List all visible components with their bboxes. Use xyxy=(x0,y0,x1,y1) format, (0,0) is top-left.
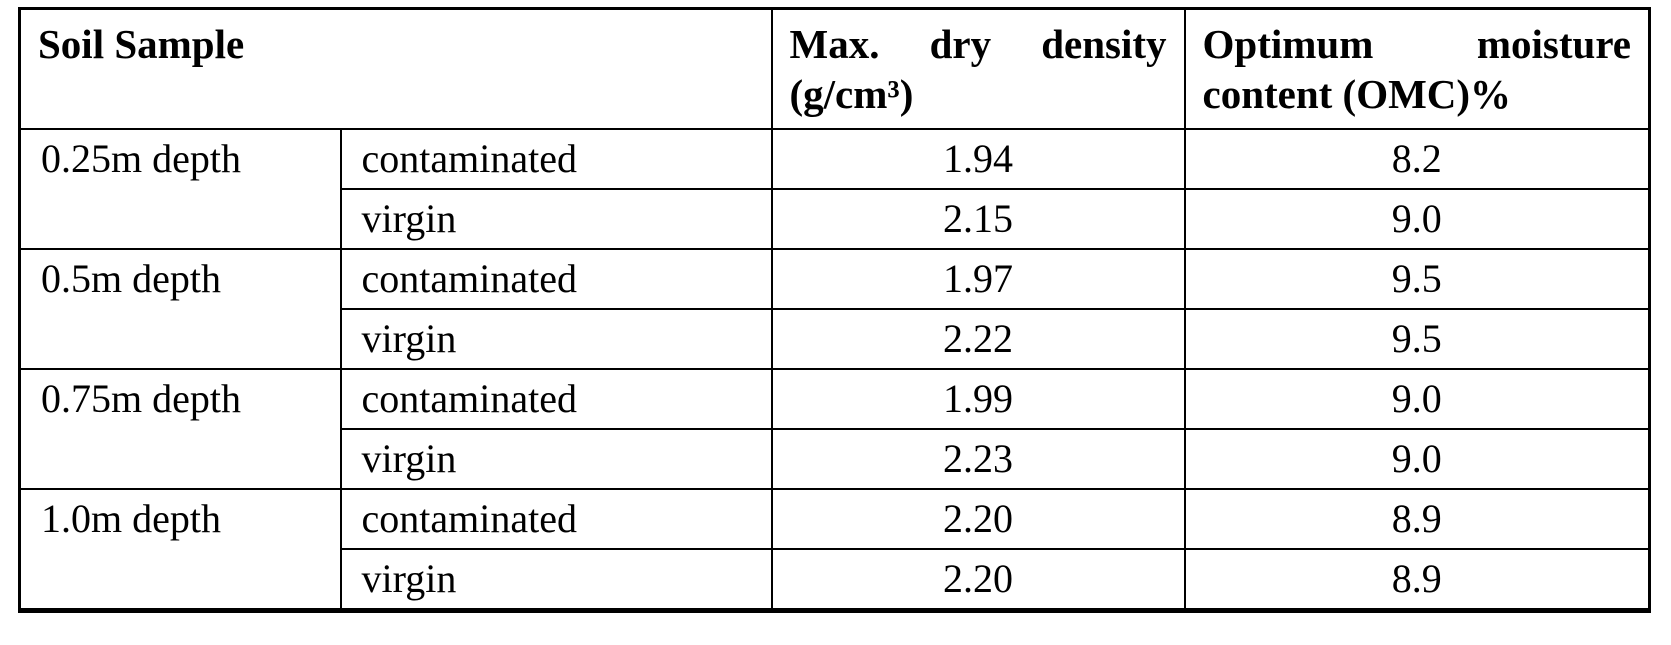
table-row: virgin 2.20 8.9 xyxy=(20,548,1651,612)
condition-cell: contaminated xyxy=(339,128,773,190)
omc-value-cell: 9.0 xyxy=(1183,368,1651,430)
density-value-cell: 1.99 xyxy=(770,368,1186,430)
condition-cell: contaminated xyxy=(339,368,773,430)
header-omc-line1: Optimum moisture xyxy=(1202,21,1632,67)
omc-value-cell: 8.2 xyxy=(1183,128,1651,190)
condition-cell: virgin xyxy=(339,428,773,490)
omc-value-cell: 8.9 xyxy=(1183,488,1651,550)
table-row: virgin 2.22 9.5 xyxy=(20,308,1651,370)
header-row: Soil Sample Max. dry density (g/cm³) Opt… xyxy=(18,7,1651,130)
density-value-cell: 2.15 xyxy=(770,188,1186,250)
depth-cell-10m: 1.0m depth xyxy=(18,488,342,612)
omc-value-cell: 9.5 xyxy=(1183,308,1651,370)
table-row: virgin 2.23 9.0 xyxy=(20,428,1651,490)
condition-cell: contaminated xyxy=(339,488,773,550)
density-value-cell: 1.94 xyxy=(770,128,1186,190)
table-row: virgin 2.15 9.0 xyxy=(20,188,1651,250)
omc-value-cell: 8.9 xyxy=(1183,548,1651,612)
table-row: 0.25m depth contaminated 1.94 8.2 xyxy=(18,128,1651,250)
header-omc-line2: content (OMC)% xyxy=(1202,71,1512,117)
condition-cell: virgin xyxy=(339,308,773,370)
soil-compaction-table: Soil Sample Max. dry density (g/cm³) Opt… xyxy=(18,7,1651,613)
condition-cell: virgin xyxy=(339,548,773,612)
density-value-cell: 1.97 xyxy=(770,248,1186,310)
header-density-line1: Max. dry density xyxy=(789,21,1167,67)
density-value-cell: 2.20 xyxy=(770,488,1186,550)
density-value-cell: 2.22 xyxy=(770,308,1186,370)
table-row: 0.5m depth contaminated 1.97 9.5 xyxy=(18,248,1651,370)
depth-cell-05m: 0.5m depth xyxy=(18,248,342,370)
header-density-line2: (g/cm³) xyxy=(789,71,914,117)
table-row: 1.0m depth contaminated 2.20 8.9 xyxy=(18,488,1651,612)
density-value-cell: 2.20 xyxy=(770,548,1186,612)
depth-cell-025m: 0.25m depth xyxy=(18,128,342,250)
omc-value-cell: 9.0 xyxy=(1183,428,1651,490)
column-header-max-dry-density: Max. dry density (g/cm³) xyxy=(770,7,1186,130)
column-header-omc: Optimum moisture content (OMC)% xyxy=(1183,7,1651,130)
density-value-cell: 2.23 xyxy=(770,428,1186,490)
omc-value-cell: 9.5 xyxy=(1183,248,1651,310)
omc-value-cell: 9.0 xyxy=(1183,188,1651,250)
condition-cell: virgin xyxy=(339,188,773,250)
header-soil-sample-text: Soil Sample xyxy=(38,21,245,67)
condition-cell: contaminated xyxy=(339,248,773,310)
column-header-soil-sample: Soil Sample xyxy=(18,7,773,130)
depth-cell-075m: 0.75m depth xyxy=(18,368,342,490)
table-row: 0.75m depth contaminated 1.99 9.0 xyxy=(18,368,1651,490)
